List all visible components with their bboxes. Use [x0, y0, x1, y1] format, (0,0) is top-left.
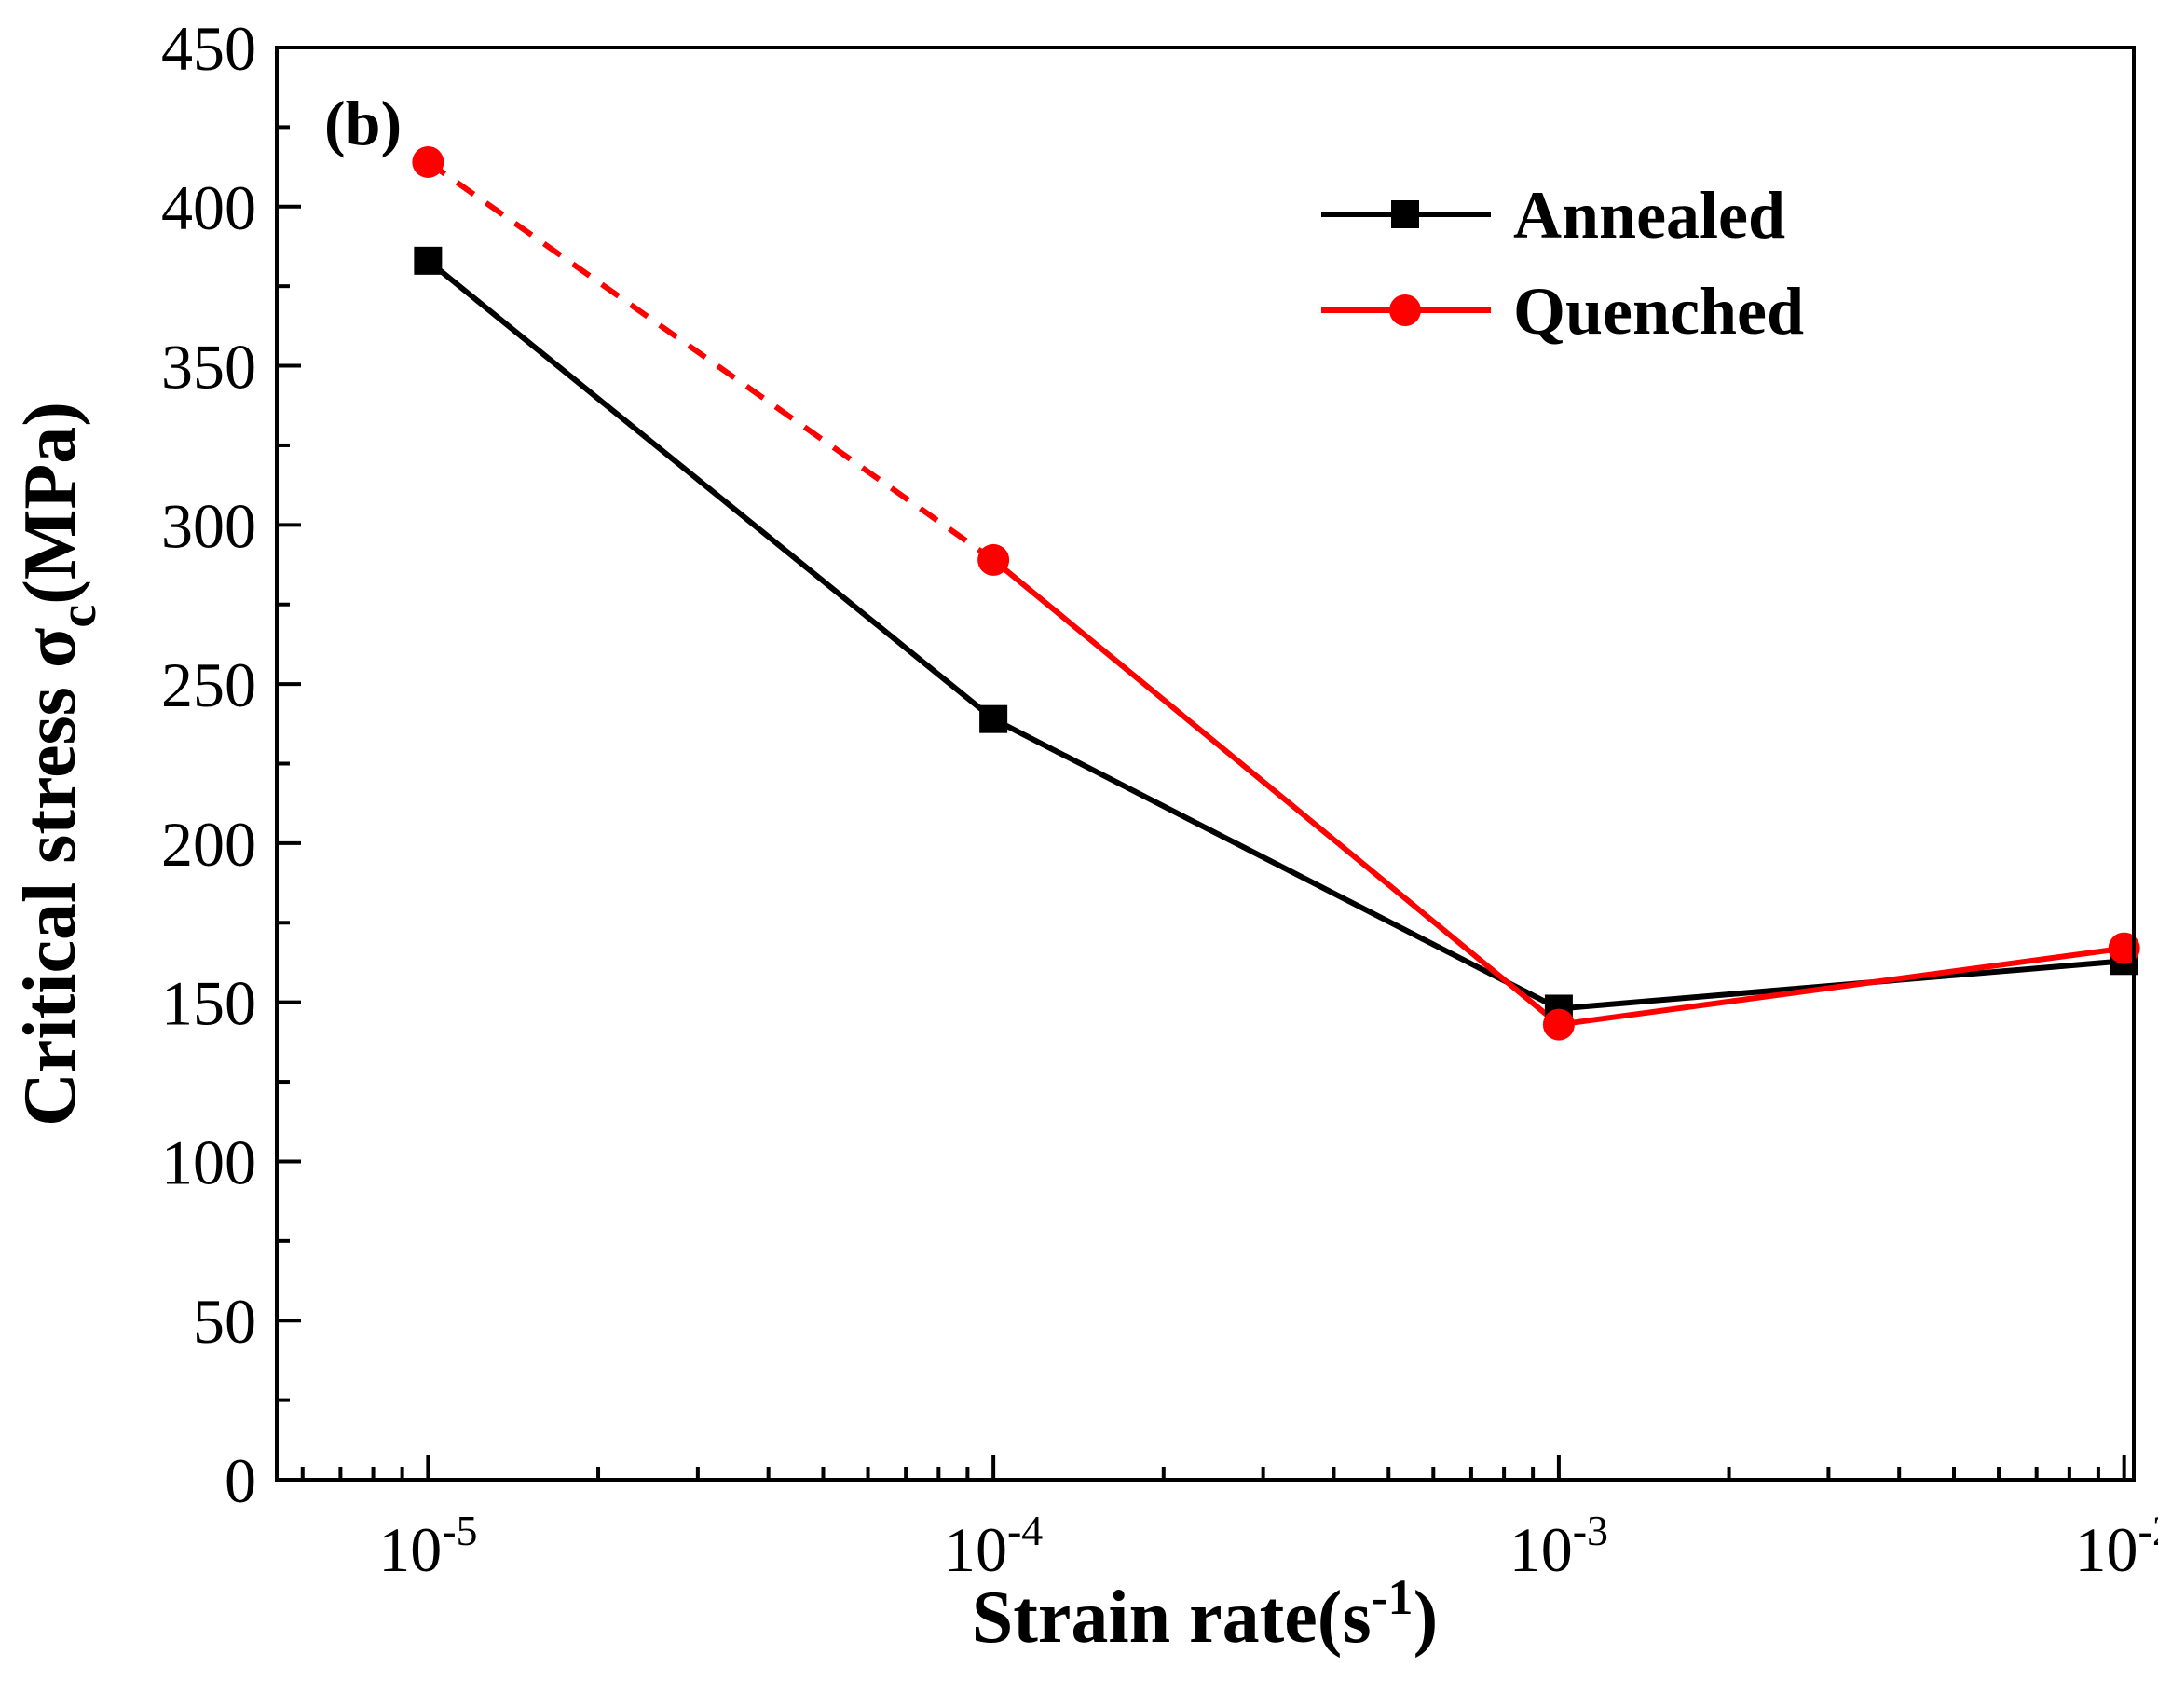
x-axis-title: Strain rate(s-1) [972, 1569, 1438, 1659]
x-axis-title-sup: -1 [1372, 1569, 1414, 1625]
quenched-point [977, 543, 1010, 576]
y-tick-label: 400 [161, 172, 256, 243]
x-tick-label: 10-5 [378, 1507, 477, 1585]
x-tick-label: 10-2 [2075, 1507, 2158, 1585]
y-tick-label: 350 [161, 332, 256, 403]
quenched-line-segment [991, 557, 1561, 1027]
quenched-line-segment [426, 159, 995, 563]
minor-ticks [277, 125, 2100, 1480]
legend-marker-annealed [1391, 200, 1419, 228]
y-tick-label: 150 [161, 968, 256, 1039]
y-tick-label: 250 [161, 649, 256, 720]
annealed-point [979, 704, 1008, 733]
y-axis-title-sigma: σ [9, 627, 91, 668]
legend: Annealed Quenched [1321, 178, 1804, 348]
annealed-line-segment [991, 717, 1561, 1012]
y-tick-label: 100 [161, 1127, 256, 1197]
series-lines [426, 159, 2125, 1028]
legend-label-quenched: Quenched [1513, 274, 1804, 348]
series-markers [412, 145, 2140, 1041]
y-tick-label: 450 [161, 13, 256, 84]
y-tick-labels: 0 50 100 150 200 250 300 350 400 450 [161, 13, 256, 1516]
y-axis-title: Critical stress σc(MPa) [9, 402, 107, 1127]
y-tick-label: 300 [161, 490, 256, 561]
x-tick-labels: 10-5 10-4 10-3 10-2 [378, 1507, 2158, 1585]
legend-label-annealed: Annealed [1513, 178, 1785, 253]
x-tick-label: 10-4 [944, 1507, 1043, 1585]
y-tick-label: 0 [225, 1445, 256, 1516]
panel-label: (b) [324, 88, 402, 158]
y-tick-label: 50 [193, 1286, 256, 1357]
x-axis-title-main: Strain rate(s [972, 1577, 1372, 1659]
legend-marker-quenched [1389, 294, 1421, 326]
y-axis-title-sub: c [49, 605, 107, 628]
plot-frame [275, 46, 2136, 1482]
y-axis-title-tail: (MPa) [9, 402, 91, 605]
x-tick-label: 10-3 [1509, 1507, 1608, 1585]
quenched-point [412, 145, 444, 178]
x-axis-title-tail: ) [1414, 1577, 1439, 1659]
quenched-point [1542, 1008, 1575, 1041]
annealed-line-segment [426, 258, 996, 722]
annealed-point [414, 246, 443, 275]
major-ticks [277, 46, 2126, 1482]
quenched-line-segment [1558, 945, 2125, 1028]
y-tick-label: 200 [161, 809, 256, 880]
y-axis-title-main: Critical stress [9, 668, 91, 1127]
